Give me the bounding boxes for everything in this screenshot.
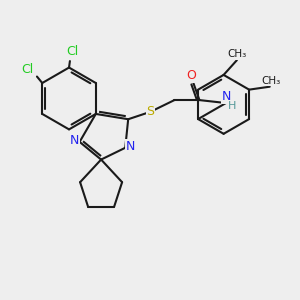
Text: N: N xyxy=(221,90,231,103)
Text: N: N xyxy=(70,134,79,147)
Text: O: O xyxy=(187,69,196,82)
Text: N: N xyxy=(126,140,135,153)
Text: CH₃: CH₃ xyxy=(228,49,247,59)
Text: S: S xyxy=(146,105,154,119)
Text: CH₃: CH₃ xyxy=(262,76,281,86)
Text: H: H xyxy=(228,101,237,111)
Text: Cl: Cl xyxy=(21,63,34,76)
Text: Cl: Cl xyxy=(66,45,78,58)
